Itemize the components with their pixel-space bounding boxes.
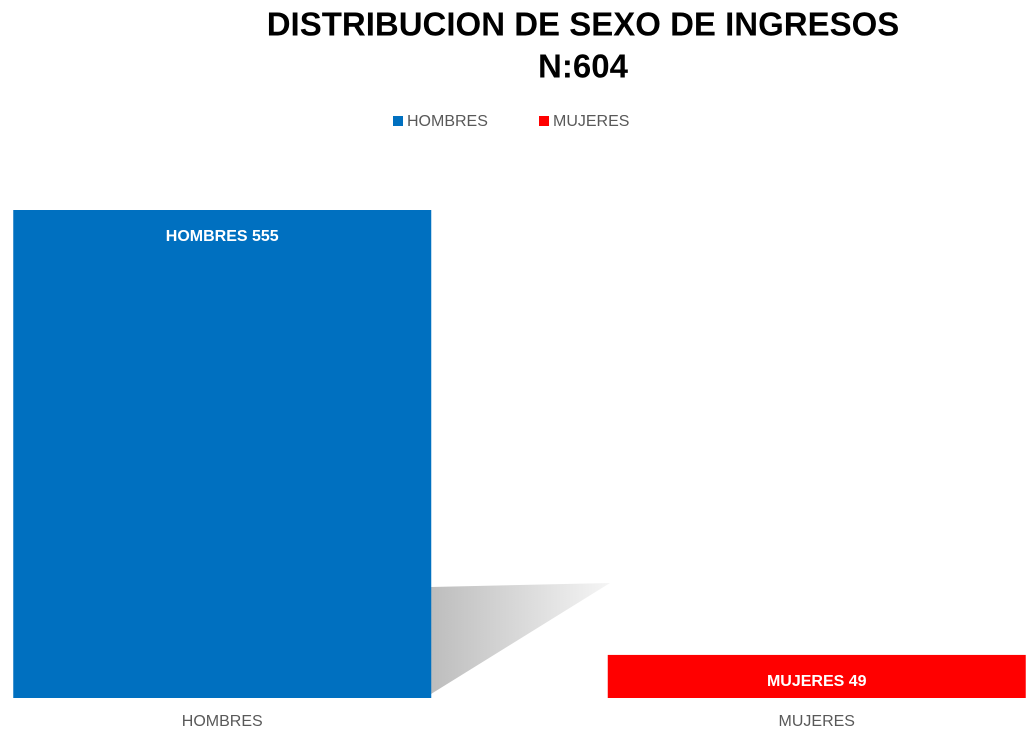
chart-title: DISTRIBUCION DE SEXO DE INGRESOS [267, 6, 900, 43]
bar-shadow [431, 583, 610, 694]
legend-swatch [393, 116, 403, 126]
bar [607, 654, 1026, 698]
bar [13, 210, 432, 698]
legend-swatch [539, 116, 549, 126]
legend-label: HOMBRES [407, 113, 488, 130]
x-tick-label: HOMBRES [182, 713, 263, 730]
data-label: HOMBRES 555 [166, 228, 279, 245]
x-tick-label: MUJERES [779, 713, 855, 730]
chart-subtitle: N:604 [538, 48, 629, 85]
legend-label: MUJERES [553, 113, 629, 130]
data-label: MUJERES 49 [767, 673, 867, 690]
